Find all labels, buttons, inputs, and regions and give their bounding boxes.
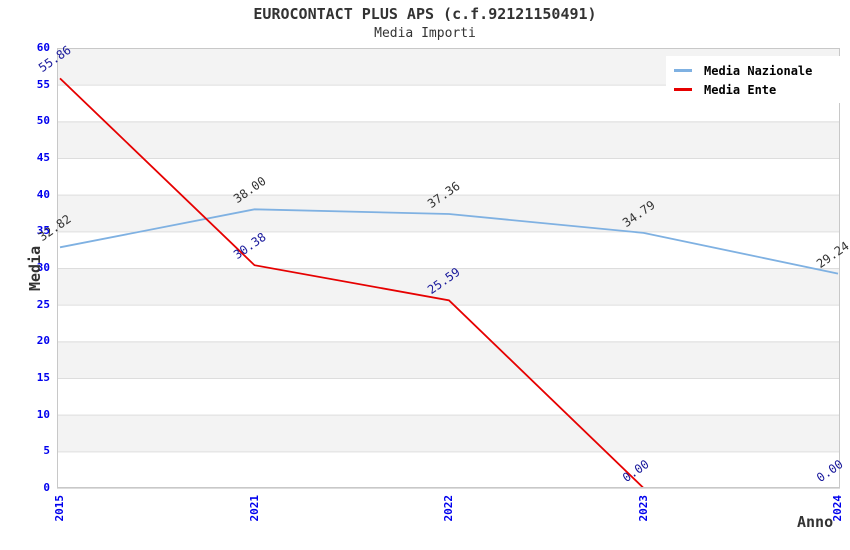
plot-band [57, 341, 840, 378]
y-tick-label: 0 [43, 481, 50, 494]
x-axis-title: Anno [797, 513, 834, 531]
legend: Media Nazionale Media Ente [666, 56, 846, 103]
y-axis-title: Media [26, 245, 44, 291]
x-tick-label: 2023 [636, 495, 650, 522]
plot-band [57, 414, 840, 452]
y-tick-label: 15 [36, 371, 50, 384]
plot-border [57, 48, 840, 488]
x-tick-label: 2015 [53, 495, 66, 522]
y-tick-label: 10 [36, 407, 50, 421]
y-tick-label: 45 [36, 151, 50, 164]
y-tick-label: 25 [36, 297, 50, 311]
plot-band [57, 121, 840, 158]
x-tick-label: 2022 [442, 495, 455, 522]
y-tick-label: 5 [43, 444, 50, 458]
y-tick-label: 40 [36, 187, 50, 201]
series-line-media-ente [59, 77, 838, 488]
chart-title: EUROCONTACT PLUS APS (c.f.92121150491) [253, 5, 597, 23]
legend-label: Media Ente [704, 82, 777, 97]
y-tick-label: 55 [36, 77, 50, 91]
series-line-media-nazionale [59, 208, 839, 275]
legend-line-sample-icon [674, 88, 692, 91]
chart-subtitle: Media Importi [374, 26, 476, 41]
legend-item: Media Nazionale [674, 61, 846, 80]
y-tick-label: 30 [36, 261, 50, 274]
legend-item: Media Ente [674, 80, 846, 99]
legend-line-sample-icon [674, 69, 692, 72]
y-tick-label: 50 [36, 114, 50, 128]
legend-label: Media Nazionale [704, 63, 813, 78]
x-tick-label: 2021 [247, 495, 261, 522]
y-tick-label: 60 [36, 41, 50, 54]
y-tick-label: 20 [36, 334, 50, 348]
y-tick-label: 35 [36, 224, 50, 238]
plot-band [57, 268, 840, 305]
